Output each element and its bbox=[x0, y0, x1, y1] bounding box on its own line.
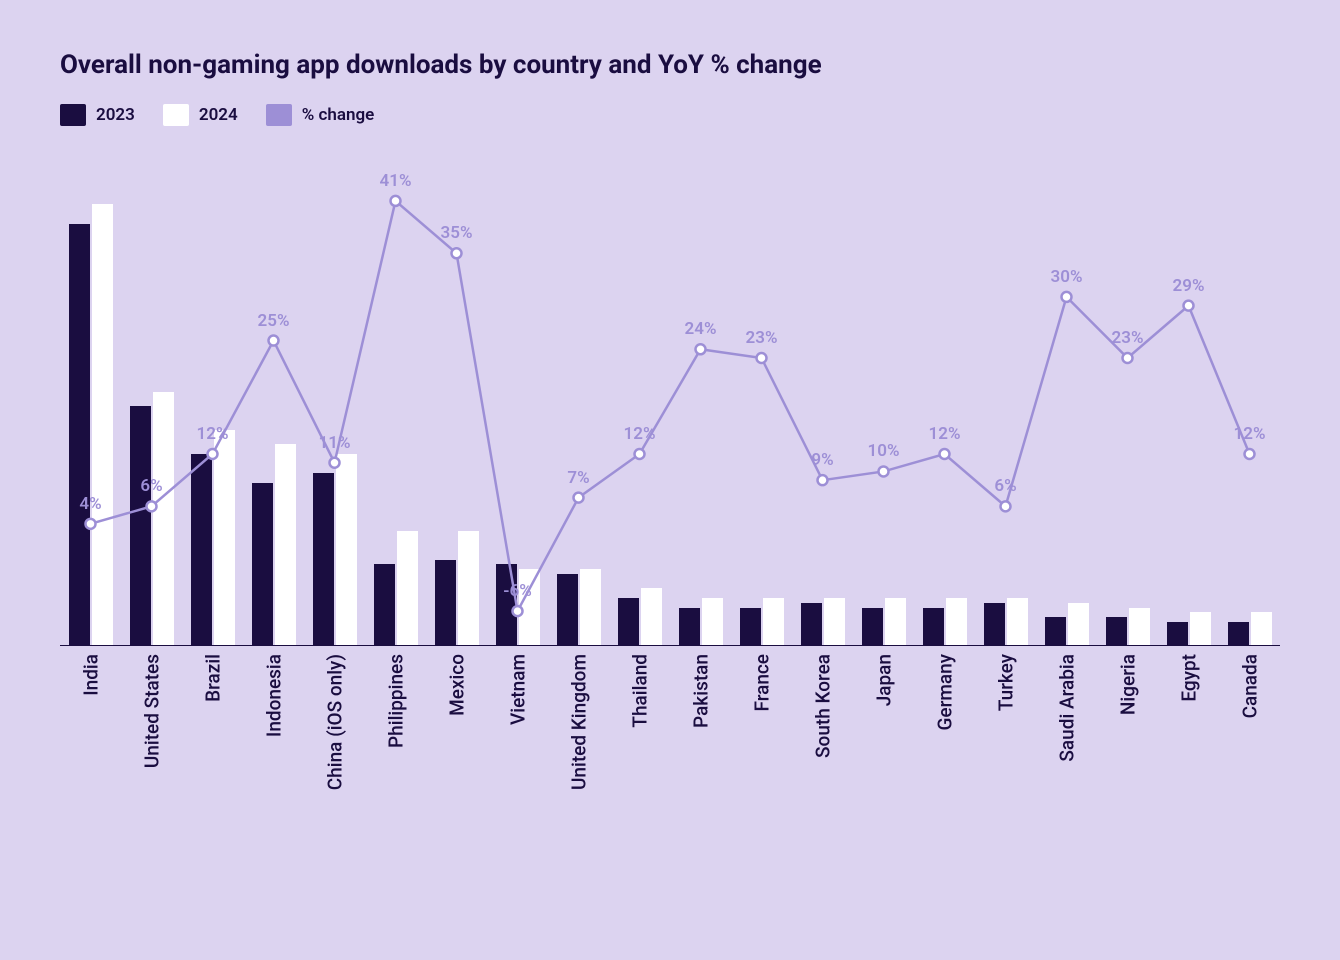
line-marker bbox=[208, 449, 218, 459]
pct-change-label: 12% bbox=[929, 424, 961, 444]
x-axis-label: Indonesia bbox=[262, 654, 285, 737]
pct-change-line bbox=[60, 166, 1280, 646]
legend-item-pct: % change bbox=[266, 104, 375, 126]
x-axis-label: Nigeria bbox=[1116, 654, 1139, 715]
pct-change-label: 6% bbox=[994, 476, 1016, 496]
pct-change-label: 12% bbox=[1234, 424, 1266, 444]
x-axis-label: Canada bbox=[1238, 654, 1261, 718]
legend-swatch-pct bbox=[266, 104, 292, 126]
legend-item-2024: 2024 bbox=[163, 104, 238, 126]
line-marker bbox=[635, 449, 645, 459]
line-marker bbox=[452, 248, 462, 258]
line-marker bbox=[86, 519, 96, 529]
pct-change-label: 6% bbox=[140, 476, 162, 496]
x-axis-label: Philippines bbox=[384, 654, 407, 748]
x-axis-label: France bbox=[750, 654, 773, 712]
pct-change-label: 9% bbox=[811, 450, 833, 470]
pct-change-label: 24% bbox=[685, 319, 717, 339]
line-marker bbox=[757, 353, 767, 363]
line-marker bbox=[1245, 449, 1255, 459]
line-marker bbox=[940, 449, 950, 459]
legend-item-2023: 2023 bbox=[60, 104, 135, 126]
legend-label-2024: 2024 bbox=[199, 105, 238, 125]
x-axis-baseline bbox=[60, 645, 1280, 646]
x-axis-labels: India United States Brazil Indonesia China (… bbox=[60, 654, 1280, 914]
pct-change-label: 41% bbox=[380, 171, 412, 191]
x-axis-label: Saudi Arabia bbox=[1055, 654, 1078, 762]
x-axis-label: Mexico bbox=[445, 654, 468, 716]
legend-swatch-2023 bbox=[60, 104, 86, 126]
line-marker bbox=[696, 344, 706, 354]
line-marker bbox=[269, 336, 279, 346]
line-marker bbox=[1184, 301, 1194, 311]
chart-title: Overall non-gaming app downloads by coun… bbox=[60, 50, 1280, 80]
pct-change-label: 12% bbox=[197, 424, 229, 444]
pct-change-label: 23% bbox=[746, 328, 778, 348]
pct-change-label: 29% bbox=[1173, 276, 1205, 296]
line-marker bbox=[147, 501, 157, 511]
x-axis-label: Pakistan bbox=[689, 654, 712, 728]
legend-swatch-2024 bbox=[163, 104, 189, 126]
pct-change-label: 7% bbox=[567, 468, 589, 488]
line-marker bbox=[513, 606, 523, 616]
x-axis-label: China (iOS only) bbox=[323, 654, 346, 790]
x-axis-label: India bbox=[79, 654, 102, 696]
line-marker bbox=[1062, 292, 1072, 302]
pct-change-label: 25% bbox=[258, 311, 290, 331]
pct-change-label: 11% bbox=[319, 433, 351, 453]
line-marker bbox=[1001, 501, 1011, 511]
pct-change-label: 30% bbox=[1051, 267, 1083, 287]
legend: 2023 2024 % change bbox=[60, 104, 1280, 126]
pct-change-label: -6% bbox=[503, 581, 532, 601]
x-axis-label: South Korea bbox=[811, 654, 834, 758]
pct-change-label: 35% bbox=[441, 223, 473, 243]
pct-change-label: 4% bbox=[79, 494, 101, 514]
pct-change-label: 10% bbox=[868, 441, 900, 461]
x-axis-label: Japan bbox=[872, 654, 895, 706]
x-axis-label: Egypt bbox=[1177, 654, 1200, 702]
line-marker bbox=[1123, 353, 1133, 363]
pct-change-label: 12% bbox=[624, 424, 656, 444]
line-marker bbox=[391, 196, 401, 206]
x-axis-label: United States bbox=[140, 654, 163, 768]
x-axis-label: Vietnam bbox=[506, 654, 529, 725]
x-axis-label: Brazil bbox=[201, 654, 224, 702]
legend-label-pct: % change bbox=[302, 105, 375, 125]
line-marker bbox=[330, 458, 340, 468]
pct-change-label: 23% bbox=[1112, 328, 1144, 348]
x-axis-label: Turkey bbox=[994, 654, 1017, 711]
line-marker bbox=[879, 466, 889, 476]
line-marker bbox=[574, 493, 584, 503]
x-axis-label: Germany bbox=[933, 654, 956, 731]
x-axis-label: United Kingdom bbox=[567, 654, 590, 790]
chart-plot-area: 4% 6% 12% 25% 11% 41% 35% -6% 7% 12% 24% 23% 9% 10% 12… bbox=[60, 166, 1280, 646]
line-marker bbox=[818, 475, 828, 485]
legend-label-2023: 2023 bbox=[96, 105, 135, 125]
x-axis-label: Thailand bbox=[628, 654, 651, 728]
